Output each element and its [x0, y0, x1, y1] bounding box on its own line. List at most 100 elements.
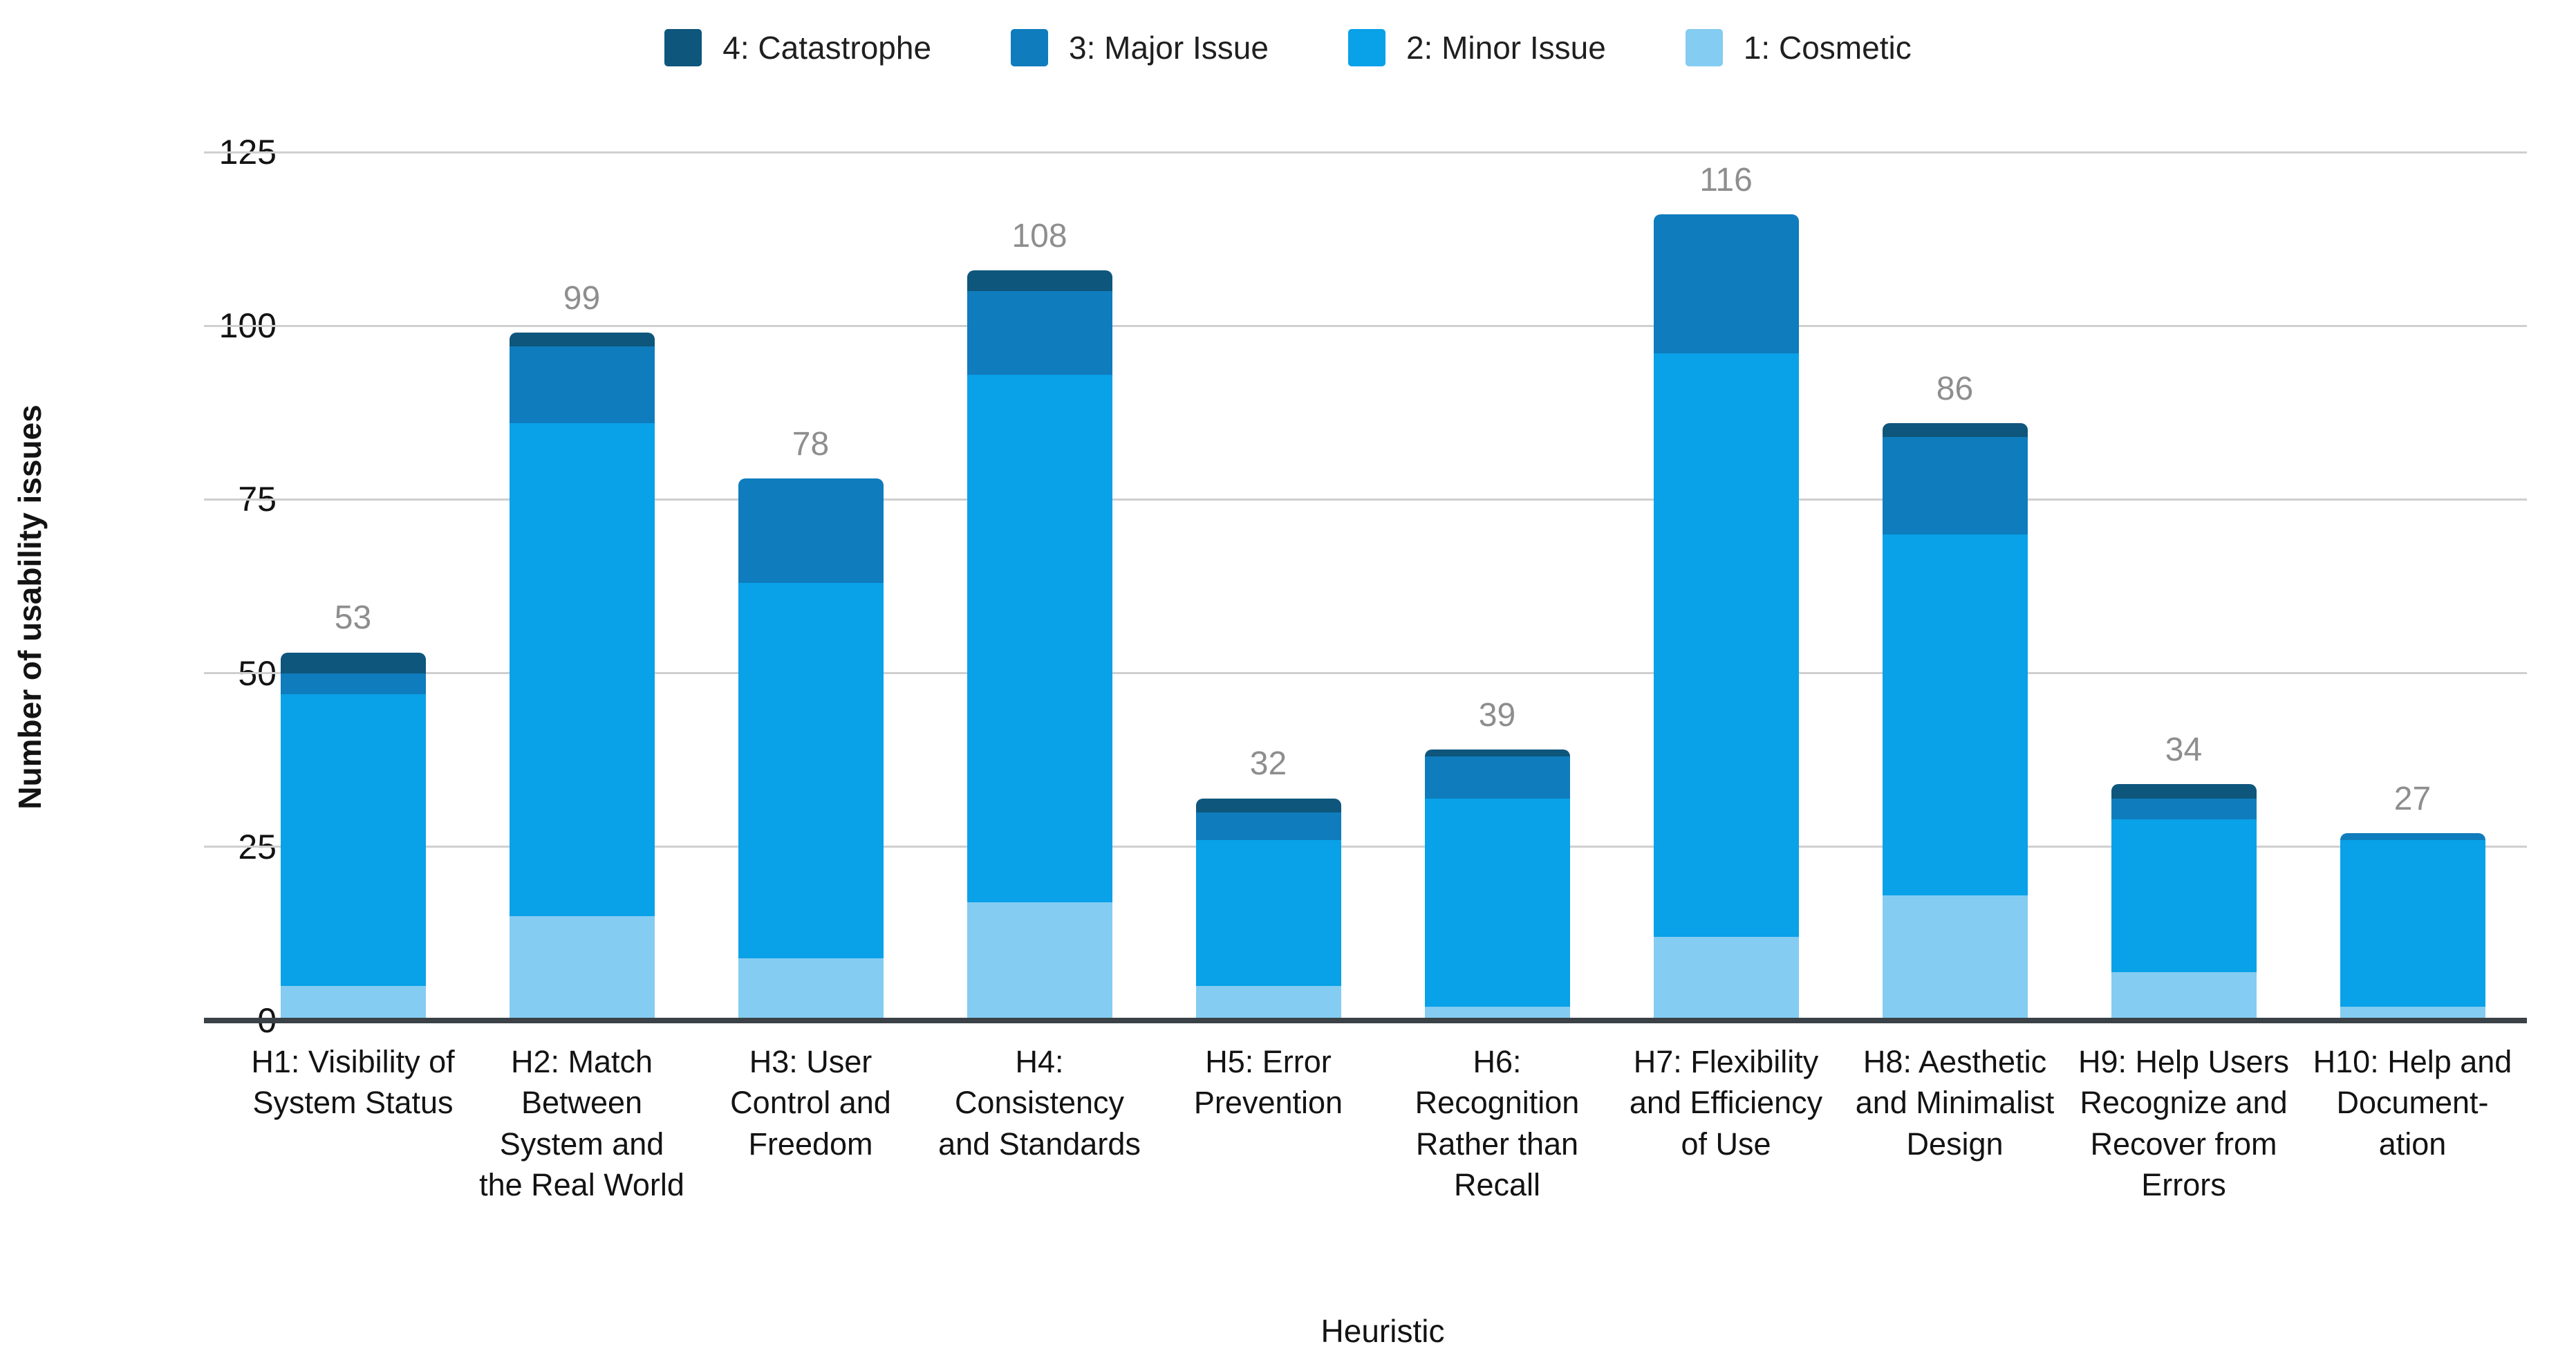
bar-total-label: 86: [1936, 370, 1974, 407]
bar-stack: [280, 652, 426, 1021]
x-axis-category-label: H6: Recognition Rather than Recall: [1415, 1044, 1580, 1203]
x-axis-category-label: H7: Flexibility and Efficiency of Use: [1629, 1044, 1823, 1162]
bar-total-label: 53: [334, 599, 372, 637]
plot-area: 53 99 78 108 32 39 116 86 34 27: [204, 151, 2527, 1023]
legend-swatch-icon: [1011, 29, 1049, 66]
bar-segment-3-major-issue: [1653, 214, 1799, 354]
bar-segment-3-major-issue: [1195, 812, 1341, 840]
bar-segment-2-minor-issue: [509, 422, 655, 917]
bar-segment-3-major-issue: [509, 346, 655, 423]
bar-total-label: 27: [2393, 780, 2432, 817]
bar-column: 116: [1612, 152, 1840, 1021]
bar-column: 86: [1840, 152, 2069, 1021]
bar-segment-3-major-issue: [1424, 756, 1570, 799]
bar-segment-3-major-issue: [280, 673, 426, 694]
bar-segment-4-catastrophe: [2111, 784, 2257, 799]
x-axis-category-label: H1: Visibility of System Status: [251, 1044, 455, 1121]
legend-item: 4: Catastrophe: [664, 29, 931, 66]
bars-container: 53 99 78 108 32 39 116 86 34 27: [239, 152, 2527, 1021]
bar-segment-2-minor-issue: [1882, 534, 2028, 896]
bar-segment-2-minor-issue: [738, 583, 884, 958]
bar-segment-2-minor-issue: [2340, 839, 2485, 1007]
bar-stack: [2111, 784, 2257, 1021]
bar-segment-1-cosmetic: [967, 902, 1112, 1021]
bar-segment-1-cosmetic: [2340, 1006, 2485, 1021]
bar-total-label: 99: [563, 280, 601, 317]
x-axis-category-label: H5: Error Prevention: [1193, 1044, 1343, 1121]
y-axis-title: Number of usability issues: [12, 404, 48, 810]
bar-column: 39: [1383, 152, 1612, 1021]
bar-segment-2-minor-issue: [1424, 798, 1570, 1007]
bar-segment-1-cosmetic: [1195, 985, 1341, 1021]
legend-swatch-icon: [664, 29, 702, 66]
bar-segment-2-minor-issue: [280, 693, 426, 986]
bar-segment-3-major-issue: [1882, 436, 2028, 534]
legend-item: 3: Major Issue: [1011, 29, 1269, 66]
bar-column: 78: [696, 152, 925, 1021]
bar-segment-4-catastrophe: [280, 652, 426, 673]
bar-segment-4-catastrophe: [1195, 798, 1341, 812]
bar-segment-1-cosmetic: [1653, 937, 1799, 1021]
bar-segment-4-catastrophe: [967, 270, 1112, 292]
legend-label: 3: Major Issue: [1069, 30, 1269, 66]
gridline: [204, 324, 2527, 327]
legend-item: 2: Minor Issue: [1347, 29, 1606, 66]
bar-total-label: 116: [1699, 162, 1753, 199]
bar-segment-1-cosmetic: [2111, 971, 2257, 1021]
x-axis-category-label: H9: Help Users Recognize and Recover fro…: [2078, 1044, 2290, 1203]
bar-segment-3-major-issue: [2111, 798, 2257, 819]
x-axis-category-label: H3: User Control and Freedom: [730, 1044, 891, 1162]
x-axis-category-labels: H1: Visibility of System Status H2: Match…: [239, 1041, 2527, 1206]
bar-stack: [1424, 749, 1570, 1021]
bar-segment-3-major-issue: [967, 291, 1112, 375]
bar-segment-1-cosmetic: [509, 916, 655, 1021]
bar-total-label: 78: [792, 426, 830, 463]
gridline: [204, 151, 2527, 153]
bar-segment-4-catastrophe: [1882, 422, 2028, 437]
bar-segment-2-minor-issue: [1653, 353, 1799, 938]
legend-item: 1: Cosmetic: [1685, 29, 1912, 66]
bar-segment-4-catastrophe: [509, 333, 655, 347]
bar-segment-1-cosmetic: [738, 958, 884, 1021]
x-axis-category-label: H10: Help and Document- ation: [2313, 1044, 2512, 1162]
gridline: [204, 846, 2527, 848]
bar-stack: [967, 270, 1112, 1021]
bar-segment-1-cosmetic: [280, 985, 426, 1021]
bar-total-label: 39: [1478, 697, 1516, 734]
bar-total-label: 34: [2165, 732, 2203, 769]
gridline: [204, 672, 2527, 675]
bar-stack: [509, 333, 655, 1021]
bar-segment-2-minor-issue: [2111, 819, 2257, 972]
bar-segment-2-minor-issue: [1195, 839, 1341, 986]
gridline: [204, 498, 2527, 501]
bar-column: 34: [2069, 152, 2298, 1021]
chart-legend: 4: Catastrophe 3: Major Issue 2: Minor Iss…: [0, 29, 2576, 66]
bar-segment-3-major-issue: [738, 478, 884, 584]
legend-swatch-icon: [1347, 29, 1385, 66]
legend-label: 4: Catastrophe: [722, 30, 932, 66]
x-axis-baseline: [204, 1018, 2527, 1023]
bar-total-label: 32: [1249, 745, 1287, 783]
bar-total-label: 108: [1011, 217, 1067, 254]
bar-stack: [1882, 422, 2028, 1021]
legend-label: 2: Minor Issue: [1406, 30, 1606, 66]
legend-label: 1: Cosmetic: [1743, 30, 1912, 66]
bar-segment-4-catastrophe: [1424, 749, 1570, 757]
bar-column: 27: [2298, 152, 2527, 1021]
bar-segment-2-minor-issue: [967, 374, 1112, 903]
x-axis-category-label: H8: Aesthetic and Minimalist Design: [1855, 1044, 2055, 1162]
legend-swatch-icon: [1685, 29, 1723, 66]
bar-stack: [2340, 832, 2485, 1021]
bar-column: 99: [467, 152, 696, 1021]
bar-segment-3-major-issue: [2340, 832, 2485, 840]
bar-stack: [1195, 798, 1341, 1021]
bar-column: 108: [925, 152, 1154, 1021]
bar-stack: [738, 478, 884, 1021]
bar-column: 32: [1154, 152, 1383, 1021]
bar-stack: [1653, 214, 1799, 1021]
x-axis-category-label: H4: Consistency and Standards: [938, 1044, 1141, 1162]
bar-column: 53: [239, 152, 467, 1021]
bar-segment-1-cosmetic: [1882, 895, 2028, 1021]
x-axis-category-label: H2: Match Between System and the Real Wo…: [479, 1044, 684, 1203]
